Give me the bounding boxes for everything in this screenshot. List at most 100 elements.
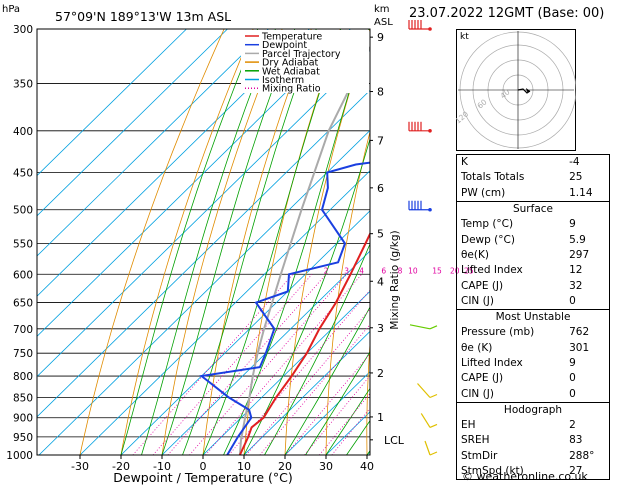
temp-tick-label: 40 <box>360 460 374 473</box>
isotherm <box>37 29 228 217</box>
index-row: CAPE (J) 0 <box>456 371 611 387</box>
wet-adiabat <box>120 29 259 455</box>
mixing-ratio-line <box>285 353 370 455</box>
temp-tick-label: 10 <box>237 460 251 473</box>
dry-adiabat <box>120 29 254 455</box>
isotherm <box>37 29 269 257</box>
index-key: CAPE (J) <box>456 371 562 387</box>
mixing-ratio-label: 4 <box>359 266 364 275</box>
wet-adiabat <box>284 306 370 455</box>
dry-adiabat <box>79 29 225 455</box>
index-value: 32 <box>561 278 611 294</box>
km-tick-label: 1 <box>377 411 384 424</box>
mixing-ratio-label: 8 <box>398 266 403 275</box>
index-value: 2 <box>561 418 611 434</box>
dry-adiabat <box>407 29 457 455</box>
index-value: 27 <box>561 463 611 481</box>
storm-motion-arrow <box>526 88 530 92</box>
dry-adiabat <box>366 338 370 455</box>
temperature-line <box>238 231 370 455</box>
dry-adiabat <box>161 29 283 455</box>
isotherm <box>79 170 370 455</box>
dewpoint-line <box>199 161 370 455</box>
pressure-tick-label: 300 <box>13 24 33 36</box>
mixing-ratio-line <box>167 274 327 455</box>
pressure-tick-label: 400 <box>13 126 33 138</box>
index-key: Dewp (°C) <box>456 232 562 248</box>
km-tick-label: 3 <box>377 322 384 335</box>
isotherm <box>37 29 187 177</box>
km-tick-label: 9 <box>377 31 384 44</box>
parcel-line <box>238 45 370 455</box>
index-key: Totals Totals <box>456 170 562 186</box>
isotherm <box>120 210 370 455</box>
isotherm <box>202 290 370 455</box>
index-row: Lifted Index 12 <box>456 263 611 279</box>
index-row: SREH 83 <box>456 433 611 449</box>
legend-entry: Dry Adiabat <box>262 58 319 69</box>
km-tick-label: LCL <box>384 434 405 447</box>
index-value: 288° <box>561 448 611 464</box>
km-tick-label: 8 <box>377 86 384 99</box>
index-row: CIN (J) 0 <box>456 386 611 403</box>
km-tick-label: 7 <box>377 134 384 147</box>
wind-barb <box>409 324 438 330</box>
pressure-tick-label: 600 <box>13 269 33 281</box>
temp-tick-label: 20 <box>278 460 292 473</box>
index-value: 0 <box>561 293 611 310</box>
index-row: CAPE (J) 32 <box>456 278 611 294</box>
wind-barb <box>408 121 432 133</box>
index-key: CIN (J) <box>456 386 562 403</box>
index-row: Lifted Index 9 <box>456 355 611 372</box>
section-title: Hodograph <box>456 401 610 419</box>
index-key: CIN (J) <box>456 293 562 310</box>
isotherm <box>37 29 351 337</box>
pressure-tick-label: 500 <box>13 205 33 217</box>
index-row: StmSpd (kt) 27 <box>456 463 611 481</box>
pressure-tick-label: 650 <box>13 298 33 310</box>
index-key: θe (K) <box>456 340 562 356</box>
legend-entry: Temperature <box>261 32 322 43</box>
index-row: Dewp (°C) 5.9 <box>456 232 611 248</box>
wind-barb <box>417 383 438 399</box>
index-value: 1.14 <box>561 185 611 202</box>
index-row: Totals Totals 25 <box>456 170 611 186</box>
wind-barb <box>424 440 438 456</box>
index-value: 0 <box>561 371 611 387</box>
km-label: km <box>374 4 390 15</box>
index-key: θe(K) <box>456 247 562 264</box>
mixing-ratio-label: 6 <box>381 266 386 275</box>
hpa-label: hPa <box>2 4 21 15</box>
index-row: θe (K) 301 <box>456 340 611 356</box>
index-row: CIN (J) 0 <box>456 293 611 310</box>
index-key: PW (cm) <box>456 185 562 202</box>
index-row: StmDir 288° <box>456 448 611 464</box>
index-row: K -4 <box>456 154 611 171</box>
legend-entry: Parcel Trajectory <box>262 49 341 60</box>
dry-adiabat <box>621 29 629 455</box>
index-value: -4 <box>561 154 611 171</box>
index-value: 297 <box>561 247 611 264</box>
indices-table: K -4 Totals Totals 25 PW (cm) 1.14 Surface Temp… <box>456 154 611 481</box>
legend-entry: Wet Adiabat <box>262 66 320 77</box>
km-tick-label: 6 <box>377 182 384 195</box>
section-title: Most Unstable <box>456 308 610 326</box>
index-value: 762 <box>561 325 611 341</box>
mixing-ratio-line <box>152 274 313 455</box>
pressure-tick-label: 450 <box>13 167 33 179</box>
dry-adiabat <box>284 29 370 455</box>
legend-entry: Mixing Ratio <box>262 84 321 95</box>
isotherm <box>284 371 370 455</box>
pressure-tick-label: 800 <box>13 371 33 383</box>
pressure-tick-label: 850 <box>13 392 33 404</box>
pressure-tick-label: 750 <box>13 348 33 360</box>
index-value: 25 <box>561 170 611 186</box>
wind-barb <box>408 200 432 212</box>
isotherm <box>37 29 310 297</box>
km-tick-label: 5 <box>377 228 384 241</box>
isotherm <box>37 89 370 418</box>
x-axis-label: Dewpoint / Temperature (°C) <box>113 470 292 485</box>
index-value: 301 <box>561 340 611 356</box>
